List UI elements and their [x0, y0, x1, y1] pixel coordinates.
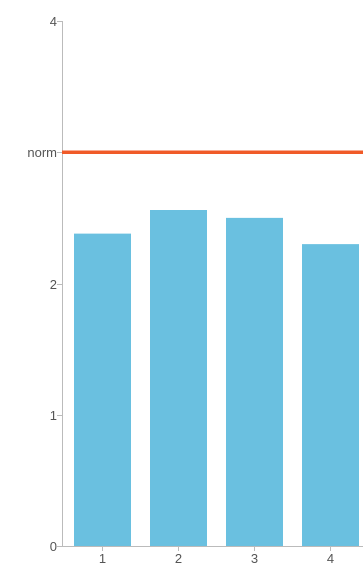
y-axis-ticks: 0 1 2 norm 4 [27, 14, 62, 554]
bar-4 [302, 244, 359, 546]
x-tick-label: 4 [327, 551, 334, 566]
x-tick-label: 2 [175, 551, 182, 566]
y-tick-label: 1 [50, 408, 57, 423]
x-axis-ticks: 1 2 3 4 [99, 546, 334, 566]
bar-2 [150, 210, 207, 546]
y-tick-label: 4 [50, 14, 57, 29]
bar-3 [226, 217, 283, 546]
bar-1 [74, 233, 131, 546]
x-tick-label: 1 [99, 551, 106, 566]
norm-reference-label: norm [27, 145, 57, 160]
bars-group [74, 210, 359, 546]
x-tick-label: 3 [251, 551, 258, 566]
y-tick-label: 0 [50, 539, 57, 554]
y-tick-label: 2 [50, 277, 57, 292]
